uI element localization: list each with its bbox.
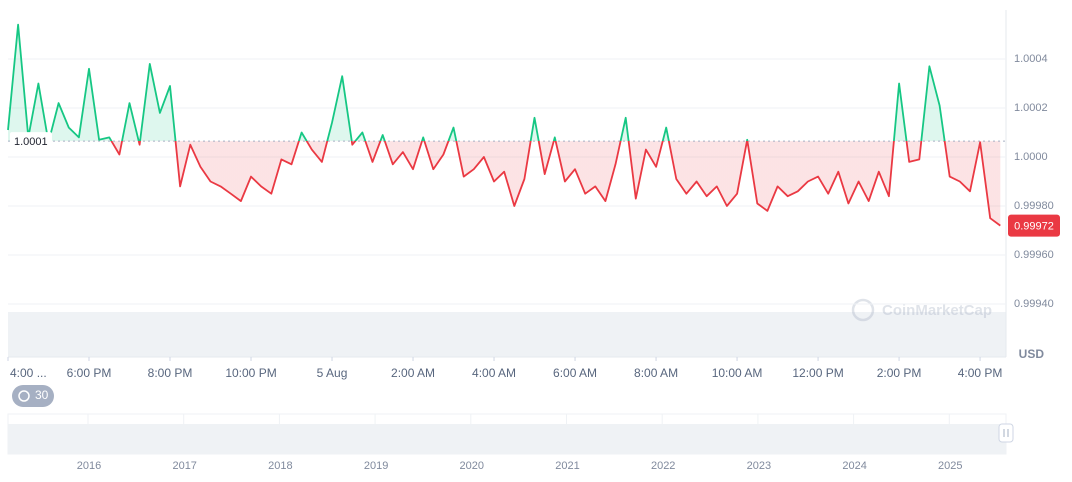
range-button-label[interactable]: 30 <box>35 388 49 402</box>
y-tick-label: 1.0002 <box>1014 102 1048 114</box>
volume-band <box>8 312 1006 357</box>
navigator-year: 2017 <box>172 460 196 472</box>
x-tick-label: 5 Aug <box>317 366 348 380</box>
baseline-label: 1.0001 <box>14 136 48 148</box>
currency-label: USD <box>1019 347 1045 361</box>
x-tick-label: 4:00 ... <box>10 366 47 380</box>
navigator-year: 2021 <box>555 460 579 472</box>
y-tick-label: 1.0004 <box>1014 53 1048 65</box>
x-tick-label: 12:00 PM <box>792 366 843 380</box>
watermark: CoinMarketCap <box>851 298 992 322</box>
x-tick-label: 8:00 PM <box>148 366 193 380</box>
watermark-text: CoinMarketCap <box>882 302 992 319</box>
x-tick-label: 8:00 AM <box>634 366 678 380</box>
navigator-year: 2016 <box>77 460 101 472</box>
y-tick-label: 0.99960 <box>1014 249 1054 261</box>
navigator-area <box>8 424 1006 454</box>
navigator-year: 2022 <box>651 460 675 472</box>
x-tick-label: 2:00 AM <box>391 366 435 380</box>
navigator-years: 2016 2017 2018 2019 2020 2021 2022 2023 2024 2025 <box>77 414 963 472</box>
navigator-year: 2025 <box>938 460 962 472</box>
y-tick-label: 0.99980 <box>1014 200 1054 212</box>
navigator-year: 2024 <box>842 460 866 472</box>
navigator-year: 2019 <box>364 460 388 472</box>
navigator-year: 2018 <box>268 460 292 472</box>
history-icon <box>18 390 30 402</box>
x-tick-label: 6:00 PM <box>67 366 112 380</box>
price-area <box>8 24 1001 226</box>
navigator-handle[interactable] <box>998 423 1014 443</box>
x-tick-label: 4:00 PM <box>958 366 1003 380</box>
x-tick-label: 10:00 AM <box>712 366 763 380</box>
price-line <box>7 23 1001 227</box>
current-price-label: 0.99972 <box>1014 221 1054 233</box>
baseline-label-bg <box>10 132 52 151</box>
navigator-year: 2023 <box>747 460 771 472</box>
range-button[interactable]: 30 <box>12 385 54 407</box>
x-tick-label: 2:00 PM <box>877 366 922 380</box>
x-tick-label: 6:00 AM <box>553 366 597 380</box>
navigator-year: 2020 <box>460 460 484 472</box>
y-tick-label: 0.99940 <box>1014 298 1054 310</box>
x-tick-label: 10:00 PM <box>225 366 276 380</box>
x-tick-label: 4:00 AM <box>472 366 516 380</box>
y-tick-label: 1.0000 <box>1014 151 1048 163</box>
watermark-logo <box>851 298 875 322</box>
current-price-badge <box>1008 214 1060 237</box>
